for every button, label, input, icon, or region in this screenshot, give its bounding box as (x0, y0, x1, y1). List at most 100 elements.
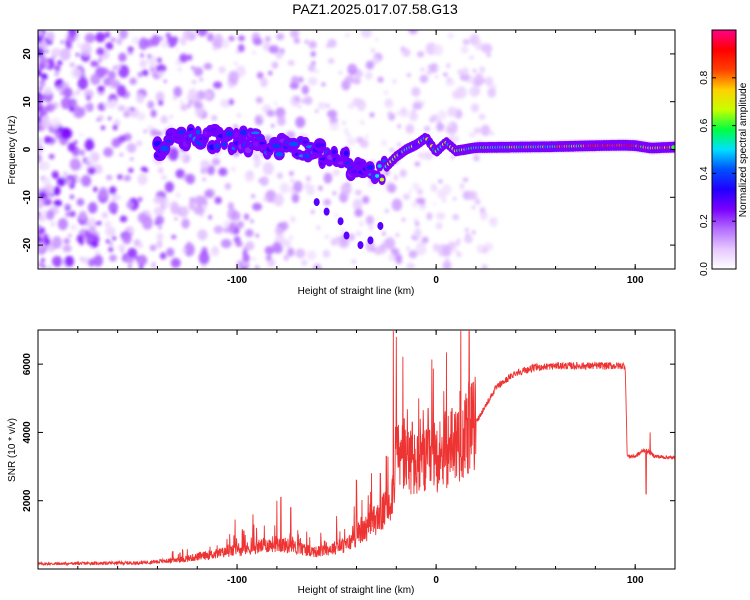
heatmap-blob (179, 53, 188, 63)
heatmap-blob (84, 104, 90, 109)
heatmap-blob (119, 30, 128, 40)
heatmap-blob (471, 230, 476, 235)
heatmap-blob (97, 85, 105, 92)
heatmap-blob (111, 197, 116, 202)
heatmap-blob (411, 201, 418, 208)
heatmap-blob (238, 35, 245, 42)
heatmap-blob (105, 174, 113, 181)
heatmap-blob (129, 157, 134, 161)
heatmap-blob (103, 77, 112, 87)
heatmap-blob (281, 113, 285, 118)
heatmap-blob (262, 161, 274, 176)
heatmap-blob (38, 242, 46, 250)
heatmap-blob (295, 116, 306, 128)
heatmap-blob (457, 69, 463, 75)
heatmap-blob (77, 77, 88, 90)
heatmap-blob (350, 64, 356, 71)
heatmap-blob (103, 147, 114, 158)
heatmap-blob (487, 87, 497, 98)
heatmap-blob (154, 208, 161, 214)
heatmap-blob (181, 248, 187, 253)
heatmap-blob (38, 86, 43, 92)
heatmap-blob (105, 238, 110, 244)
heatmap-blob (103, 101, 110, 109)
heatmap-blob (323, 198, 332, 206)
snr-series-group (38, 330, 675, 567)
heatmap-blob (384, 209, 389, 213)
heatmap-blob (186, 241, 191, 247)
heatmap-blob (444, 257, 450, 263)
heatmap-blob (160, 115, 168, 124)
heatmap-blob (191, 80, 197, 84)
heatmap-blob (59, 48, 71, 61)
heatmap-blob (223, 220, 230, 228)
heatmap-blob (272, 241, 282, 253)
heatmap-blob (418, 197, 426, 206)
heatmap-blob (70, 224, 77, 231)
heatmap-blob (327, 38, 337, 48)
top-ylabel: Frequency (Hz) (7, 116, 18, 185)
heatmap-blob (67, 142, 76, 152)
heatmap-blob (95, 32, 106, 43)
heatmap-blob (326, 103, 330, 108)
ridge-cell (375, 174, 380, 178)
heatmap-blob (347, 102, 355, 110)
heatmap-blob (150, 128, 159, 137)
heatmap-blob (151, 261, 157, 268)
ridge-cell (377, 164, 382, 168)
heatmap-blob (421, 236, 429, 244)
heatmap-blob (427, 64, 433, 70)
heatmap-blob (450, 154, 455, 160)
heatmap-blob (414, 221, 420, 227)
heatmap-blob (50, 221, 56, 227)
heatmap-blob (112, 124, 118, 131)
heatmap-blob (297, 76, 304, 83)
heatmap-blob (438, 179, 443, 184)
heatmap-blob (81, 256, 89, 264)
heatmap-blob (128, 264, 132, 269)
heatmap-blob (389, 148, 395, 153)
chart-title: PAZ1.2025.017.07.58.G13 (292, 1, 458, 17)
heatmap-blob (259, 114, 265, 119)
heatmap-blob (63, 170, 68, 175)
heatmap-blob (203, 62, 213, 70)
heatmap-blob (173, 86, 182, 98)
ridge-cell (166, 139, 173, 143)
snr-line (38, 330, 675, 567)
heatmap-blob (38, 41, 49, 50)
heatmap-blob (306, 250, 317, 261)
heatmap-blob (408, 189, 412, 194)
heatmap-blob (241, 265, 247, 269)
heatmap-blob (221, 38, 230, 49)
heatmap-blob (492, 84, 497, 89)
heatmap-blob (411, 86, 421, 97)
heatmap-blob (213, 225, 224, 234)
heatmap-blob (332, 169, 341, 177)
heatmap-blob (306, 175, 311, 182)
heatmap-blob (426, 212, 433, 221)
heatmap-blob (212, 45, 218, 51)
heatmap-blob (86, 161, 91, 165)
heatmap-blob (485, 76, 494, 87)
heatmap-blob (109, 79, 121, 89)
heatmap-blob (220, 98, 231, 108)
heatmap-blob (62, 244, 72, 253)
heatmap-blob (179, 153, 186, 161)
heatmap-blob (214, 196, 222, 205)
heatmap-blob (387, 111, 393, 117)
heatmap-blob (188, 201, 196, 211)
heatmap-blob (178, 206, 189, 218)
heatmap-blob (235, 240, 243, 247)
heatmap-blob (161, 174, 167, 181)
heatmap-blob (86, 95, 91, 101)
heatmap-blob (245, 241, 255, 251)
heatmap-blob (68, 105, 76, 113)
heatmap-blob (235, 65, 246, 78)
heatmap-blob (351, 259, 357, 265)
heatmap-blob (252, 37, 263, 46)
heatmap-blob (64, 203, 69, 209)
heatmap-blob (43, 86, 53, 95)
heatmap-blob (206, 32, 215, 42)
